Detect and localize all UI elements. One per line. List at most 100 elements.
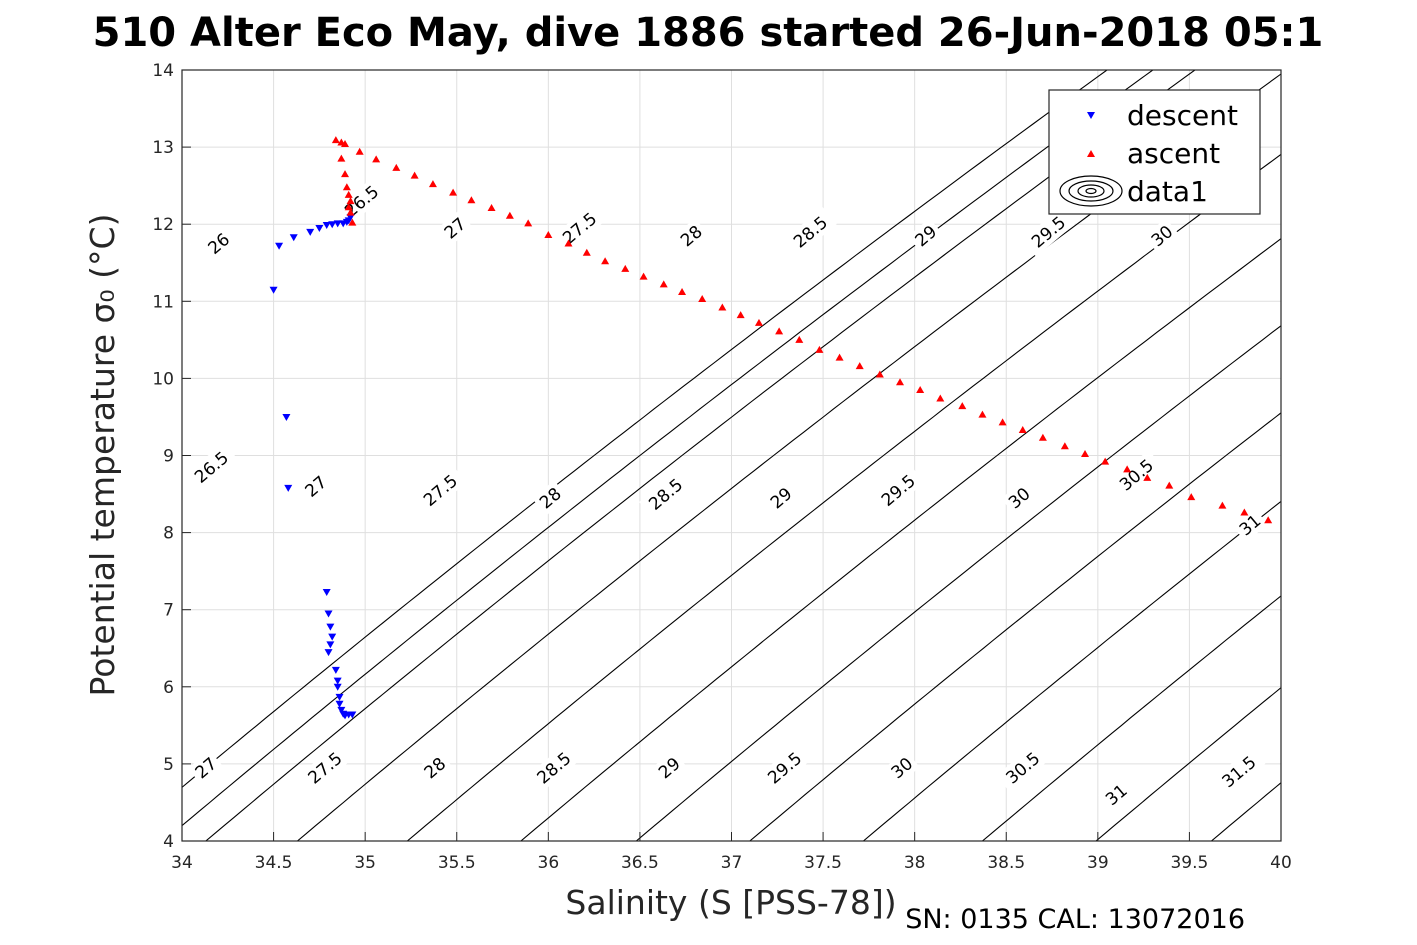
serial-calibration-text: SN: 0135 CAL: 13072016	[905, 904, 1245, 935]
descent-point	[348, 711, 357, 719]
contour-label: 27	[436, 210, 473, 246]
svg-text:31: 31	[1236, 511, 1265, 540]
ascent-point	[348, 218, 357, 226]
descent-point	[275, 242, 284, 250]
descent-point	[333, 220, 342, 228]
ascent-point	[544, 230, 553, 238]
isopycnal-27	[205, 70, 1196, 841]
ascent-point	[467, 196, 476, 204]
svg-text:30: 30	[1005, 484, 1034, 513]
contour-label: 28.5	[527, 743, 581, 793]
legend-ascent-marker	[1087, 150, 1095, 157]
chart-title: 510 Alter Eco May, dive 1886 started 26-…	[93, 10, 1324, 56]
y-tick-label: 13	[152, 138, 174, 158]
ascent-point	[795, 335, 804, 343]
ascent-point	[1038, 433, 1047, 441]
ascent-point	[428, 180, 437, 188]
ascent-point	[875, 370, 884, 378]
svg-text:29: 29	[655, 754, 684, 783]
legend-descent-label: descent	[1127, 99, 1238, 132]
contour-label: 26	[200, 225, 237, 262]
ascent-point	[372, 155, 381, 163]
ascent-point	[410, 171, 419, 179]
ascent-point	[505, 211, 514, 219]
contour-label: 30.5	[996, 743, 1050, 793]
x-tick-label: 40	[1270, 853, 1292, 873]
legend-box	[1048, 89, 1261, 215]
svg-text:30: 30	[1148, 222, 1177, 251]
ascent-point	[1218, 501, 1227, 509]
x-axis-ticks: 34 34.5 35 35.5 36 36.5 37 37.5 38 38.5 39 39.5 40	[171, 832, 1292, 873]
descent-point	[322, 221, 331, 229]
svg-text:30: 30	[888, 754, 917, 783]
x-tick-label: 35.5	[438, 853, 476, 873]
contour-label: 27	[297, 468, 334, 504]
ascent-point	[736, 311, 745, 319]
y-tick-label: 7	[163, 601, 174, 621]
y-tick-label: 12	[152, 215, 174, 235]
x-tick-label: 37	[721, 853, 743, 873]
descent-point	[328, 221, 337, 229]
y-tick-label: 9	[163, 447, 174, 467]
descent-point	[333, 683, 342, 691]
ascent-point	[344, 190, 353, 198]
x-tick-label: 37.5	[804, 853, 842, 873]
ascent-point	[1101, 457, 1110, 465]
descent-point	[333, 677, 342, 685]
ascent-point	[346, 197, 355, 205]
ascent-point	[1143, 473, 1152, 481]
ascent-point	[698, 294, 707, 302]
ascent-point	[1060, 442, 1069, 450]
ascent-point	[855, 362, 864, 370]
svg-text:26: 26	[205, 230, 234, 259]
x-tick-label: 34.5	[255, 853, 293, 873]
descent-point	[289, 234, 298, 242]
contour-label: 26.5	[184, 442, 238, 492]
x-tick-label: 36	[538, 853, 560, 873]
ascent-point	[341, 170, 350, 178]
isopycnal-28.5	[520, 238, 1281, 841]
ascent-point	[449, 188, 458, 196]
svg-text:28: 28	[677, 222, 706, 251]
descent-point	[335, 693, 344, 701]
x-tick-label: 35	[354, 853, 376, 873]
ascent-point	[916, 385, 925, 393]
contour-label: 31.5	[1212, 746, 1266, 797]
descent-point	[306, 228, 315, 236]
ascent-point	[958, 402, 967, 410]
y-tick-label: 11	[152, 292, 174, 312]
ascent-point	[998, 418, 1007, 426]
ascent-point	[754, 318, 763, 326]
descent-point	[269, 286, 278, 294]
contour-label: 27	[187, 750, 224, 786]
ascent-point	[337, 154, 346, 162]
contour-label: 31	[1231, 507, 1268, 543]
descent-point	[326, 623, 335, 631]
y-tick-label: 14	[152, 61, 174, 81]
ascent-point	[392, 163, 401, 171]
ascent-point	[835, 353, 844, 361]
contour-label: 27.5	[298, 743, 352, 793]
contour-label: 28	[673, 218, 710, 254]
contour-label: 29	[651, 750, 688, 786]
y-tick-label: 8	[163, 524, 174, 544]
contour-label: 27.5	[413, 465, 467, 515]
isopycnal-29.5	[749, 412, 1281, 841]
contour-label: 28.5	[639, 469, 693, 519]
svg-text:27: 27	[302, 472, 331, 501]
x-tick-label: 38	[904, 853, 926, 873]
x-axis-label: Salinity (S [PSS-78])	[565, 883, 896, 922]
ascent-point	[936, 394, 945, 402]
ascent-point	[621, 264, 630, 272]
ascent-point	[639, 272, 648, 280]
contour-label: 29	[763, 480, 799, 516]
contour-label: 27.5	[552, 203, 607, 253]
ascent-point	[978, 410, 987, 418]
contour-label: 29	[907, 218, 944, 254]
contour-label: 30	[1143, 218, 1180, 254]
legend: descent ascent data1	[1048, 89, 1261, 215]
contour-label: 29.5	[871, 465, 925, 515]
ascent-point	[718, 303, 727, 311]
x-tick-label: 38.5	[987, 853, 1025, 873]
